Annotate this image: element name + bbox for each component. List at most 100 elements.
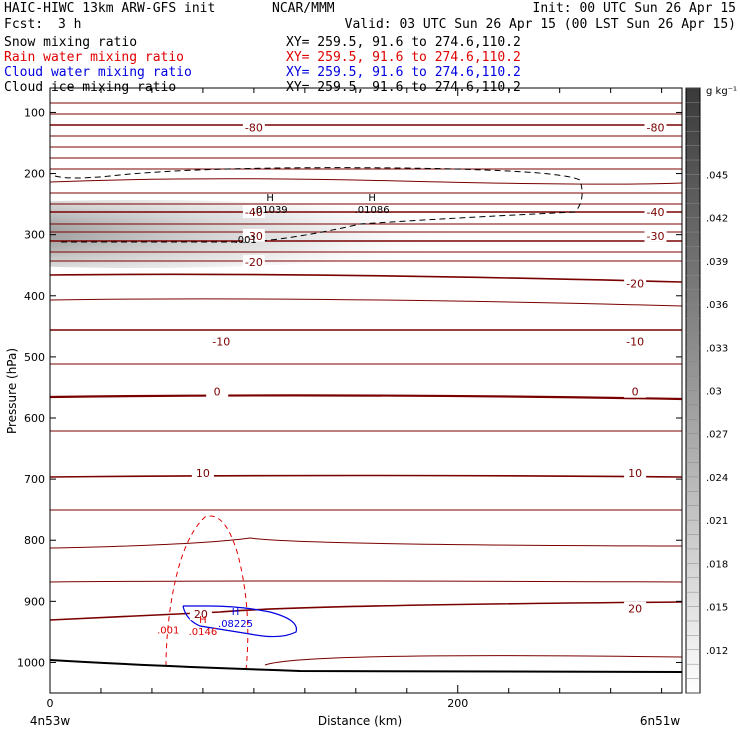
colorbar-tick-label: .024: [706, 473, 728, 484]
y-tick-label: 900: [24, 595, 45, 608]
y-tick-label: 200: [24, 168, 45, 181]
extremum-mark: H: [368, 193, 376, 204]
field-xy-rain: XY= 259.5, 91.6 to 274.6,110.2: [286, 50, 521, 65]
valid-time: Valid: 03 UTC Sun 26 Apr 15 (00 LST Sun …: [344, 17, 736, 32]
colorbar-tick-label: .018: [706, 559, 728, 570]
surface-line: [49, 659, 683, 673]
y-tick-label: 500: [24, 351, 45, 364]
y-tick-label: 1000: [17, 656, 45, 669]
temp-label: 20: [194, 608, 208, 621]
isotherm-line: [50, 474, 682, 478]
extremum-mark: H: [232, 607, 240, 618]
y-axis-title: Pressure (hPa): [5, 348, 19, 434]
org-label: NCAR/MMM: [272, 1, 335, 16]
x-axis-title: Distance (km): [318, 714, 402, 728]
colorbar-tick-label: .036: [706, 300, 728, 311]
field-name-cloud-water: Cloud water mixing ratio: [4, 65, 192, 80]
extremum-value: .01086: [355, 205, 390, 216]
temp-label: -10: [212, 336, 230, 349]
colorbar-tick-label: .012: [706, 646, 728, 657]
temp-label: -30: [647, 230, 665, 243]
colorbar: .045 .042 .039 .036 .033 .03 .027 .024 .021 .018.…: [685, 87, 728, 694]
colorbar-tick-label: .039: [706, 257, 728, 268]
fcst-label: Fcst:: [4, 17, 44, 32]
colorbar-unit: g kg⁻¹: [706, 86, 737, 97]
y-tick-label: 700: [24, 473, 45, 486]
temp-label: 0: [632, 386, 639, 399]
isotherm-line: [50, 537, 682, 549]
y-tick-label: 100: [24, 106, 45, 119]
temp-label-bg: [624, 334, 647, 348]
temp-label-bg: [242, 228, 265, 242]
temp-label: -40: [647, 206, 665, 219]
x-axis: 0 200: [47, 88, 663, 710]
x-tick-label: 200: [447, 697, 468, 710]
temp-label: -30: [245, 230, 263, 243]
isotherm-line: [50, 273, 682, 283]
isotherms: [50, 102, 682, 666]
colorbar-tick-label: .027: [706, 430, 728, 441]
temp-label-bg: [644, 120, 667, 134]
colorbar-tick-label: .045: [706, 170, 728, 181]
temp-label-bg: [206, 384, 229, 398]
isotherm-line: [264, 655, 682, 666]
temp-label-bg: [644, 205, 667, 219]
temp-label-bg: [624, 601, 647, 615]
colorbar-tick-label: .042: [706, 214, 728, 225]
field-xy-snow: XY= 259.5, 91.6 to 274.6,110.2: [286, 35, 521, 50]
cloud-water-contour: [182, 605, 298, 638]
model-title: HAIC-HIWC 13km ARW-GFS init: [4, 1, 216, 16]
y-tick-label: 300: [24, 229, 45, 242]
colorbar-tick-label: .033: [706, 343, 728, 354]
temp-label: 0: [214, 386, 221, 399]
fcst-value: 3 h: [58, 17, 82, 32]
temp-label-bg: [210, 334, 233, 348]
isotherm-line: [50, 394, 682, 401]
temp-label-bg: [189, 607, 212, 621]
temp-label: -80: [647, 122, 665, 135]
temp-label: 10: [628, 467, 642, 480]
extremum-value: .08225: [218, 619, 253, 630]
isotherm-line: [50, 580, 682, 583]
field-xy-cloud-ice: XY= 259.5, 91.6 to 274.6,110.2: [286, 80, 521, 95]
temp-label-bg: [624, 466, 647, 479]
x-right-endpoint: 6n51w: [640, 714, 681, 728]
temp-label: -40: [245, 206, 263, 219]
plot-frame: [49, 87, 683, 694]
temp-label: 10: [196, 467, 210, 480]
temp-label: -10: [626, 336, 644, 349]
colorbar-tick-label: .021: [706, 516, 728, 527]
contour-label: .001: [157, 625, 179, 636]
temp-label-bg: [624, 384, 647, 398]
temp-label: -20: [626, 278, 644, 291]
temp-label-bg: [644, 228, 667, 242]
extremum-mark: H: [199, 615, 207, 626]
extremum-value: .01039: [253, 205, 288, 216]
rain-contour: [165, 515, 249, 671]
init-time: Init: 00 UTC Sun 26 Apr 15: [532, 1, 737, 16]
y-tick-label: 800: [24, 534, 45, 547]
field-name-rain: Rain water mixing ratio: [4, 50, 185, 65]
isotherm-line: [50, 601, 682, 621]
y-tick-label: 600: [24, 412, 45, 425]
x-left-endpoint: 4n53w: [30, 714, 71, 728]
temp-label-bg: [242, 255, 265, 269]
snow-contour: [54, 167, 583, 243]
temp-label: 20: [628, 603, 642, 616]
contour-label: .001: [235, 235, 257, 246]
colorbar-tick-label: .03: [706, 387, 722, 398]
isotherm-line: [50, 298, 682, 307]
temp-label-bg: [624, 276, 647, 290]
field-xy-cloud-water: XY= 259.5, 91.6 to 274.6,110.2: [286, 65, 521, 80]
extremum-value: .0146: [189, 627, 218, 638]
temp-label-bg: [191, 466, 214, 479]
field-name-snow: Snow mixing ratio: [4, 35, 138, 50]
extremum-mark: H: [266, 193, 274, 204]
colorbar-tick-label: .015: [706, 603, 728, 614]
temp-label-bg: [242, 205, 265, 219]
isotherm-line: [50, 178, 682, 185]
x-tick-label: 0: [47, 697, 54, 710]
